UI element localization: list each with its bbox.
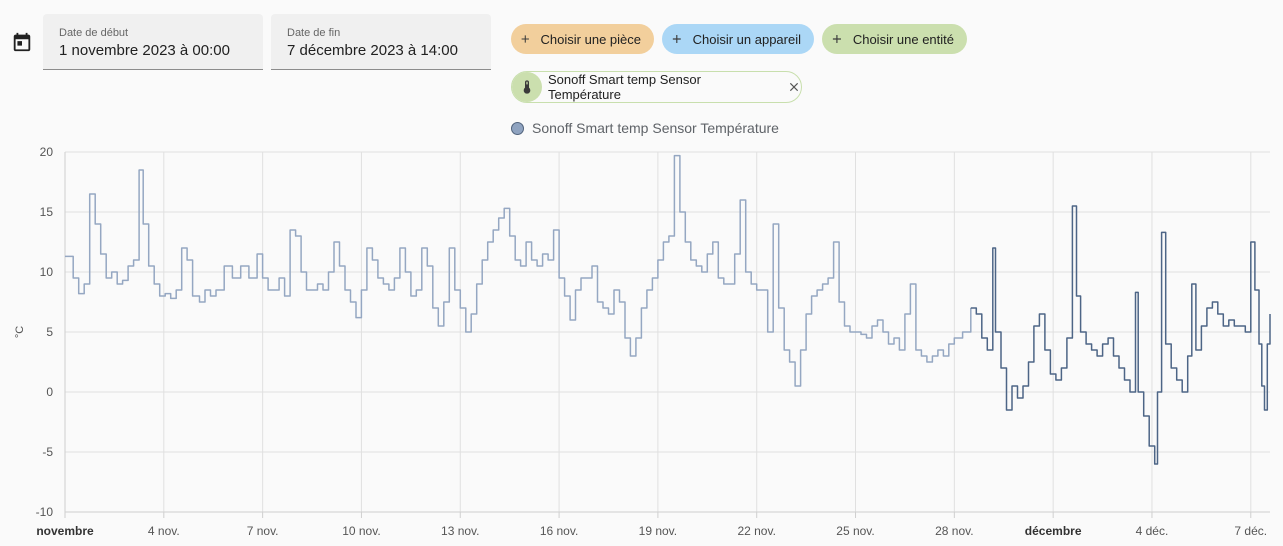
close-icon[interactable]	[787, 80, 801, 94]
choose-device-button[interactable]: Choisir un appareil	[662, 24, 814, 54]
end-date-field[interactable]: Date de fin 7 décembre 2023 à 14:00	[271, 14, 491, 70]
x-tick-label: 25 nov.	[836, 524, 874, 538]
choose-area-button[interactable]: Choisir une pièce	[511, 24, 654, 54]
series-line-history[interactable]	[65, 154, 972, 387]
plus-icon	[832, 34, 841, 44]
y-tick-label: 5	[46, 325, 53, 339]
y-tick-label: -10	[36, 505, 54, 519]
legend-swatch	[511, 121, 524, 135]
y-tick-label: 15	[40, 205, 54, 219]
series-line-recent[interactable]	[970, 205, 1271, 465]
x-tick-label: 4 déc.	[1136, 524, 1169, 538]
calendar-icon	[13, 32, 31, 52]
temperature-chart[interactable]: 20 15 10 5 0 -5 -10 novembre 4 nov. 7 nov. 10 nov…	[0, 140, 1283, 546]
x-tick-label: 16 nov.	[540, 524, 578, 538]
start-date-value: 1 novembre 2023 à 00:00	[59, 42, 230, 59]
y-tick-label: 20	[40, 145, 54, 159]
x-tick-label: 7 déc.	[1234, 524, 1267, 538]
series-lines	[65, 154, 1271, 465]
start-date-field[interactable]: Date de début 1 novembre 2023 à 00:00	[43, 14, 263, 70]
x-tick-label: 19 nov.	[639, 524, 677, 538]
selected-entity-label: Sonoff Smart temp Sensor Température	[547, 72, 701, 102]
plus-icon	[672, 35, 681, 43]
x-tick-label: 13 nov.	[441, 524, 479, 538]
y-tick-label: 10	[40, 265, 54, 279]
plus-icon	[521, 35, 529, 43]
thermometer-icon	[512, 72, 542, 102]
x-axis-ticks: novembre 4 nov. 7 nov. 10 nov. 13 nov. 16 nov…	[36, 524, 1267, 538]
y-tick-label: 0	[46, 385, 53, 399]
chart-grid	[64, 151, 1270, 518]
x-tick-label: décembre	[1025, 524, 1082, 538]
x-tick-label: 7 nov.	[247, 524, 279, 538]
x-tick-label: 10 nov.	[342, 524, 380, 538]
choose-area-label: Choisir une pièce	[540, 31, 641, 47]
selected-entity-chip[interactable]: Sonoff Smart temp Sensor Température	[511, 71, 802, 103]
legend-label: Sonoff Smart temp Sensor Température	[532, 120, 779, 136]
x-tick-label: novembre	[36, 524, 94, 538]
start-date-label: Date de début	[59, 27, 129, 39]
y-tick-label: -5	[42, 445, 53, 459]
end-date-value: 7 décembre 2023 à 14:00	[287, 42, 458, 59]
chart-legend[interactable]: Sonoff Smart temp Sensor Température	[511, 120, 779, 136]
choose-entity-label: Choisir une entité	[852, 31, 954, 47]
y-axis-label: °C	[14, 326, 26, 338]
y-axis-ticks: 20 15 10 5 0 -5 -10	[36, 145, 54, 519]
x-tick-label: 22 nov.	[737, 524, 775, 538]
choose-entity-button[interactable]: Choisir une entité	[822, 24, 967, 54]
end-date-label: Date de fin	[287, 27, 341, 39]
x-tick-label: 4 nov.	[148, 524, 180, 538]
choose-device-label: Choisir un appareil	[692, 31, 801, 47]
x-tick-label: 28 nov.	[935, 524, 973, 538]
